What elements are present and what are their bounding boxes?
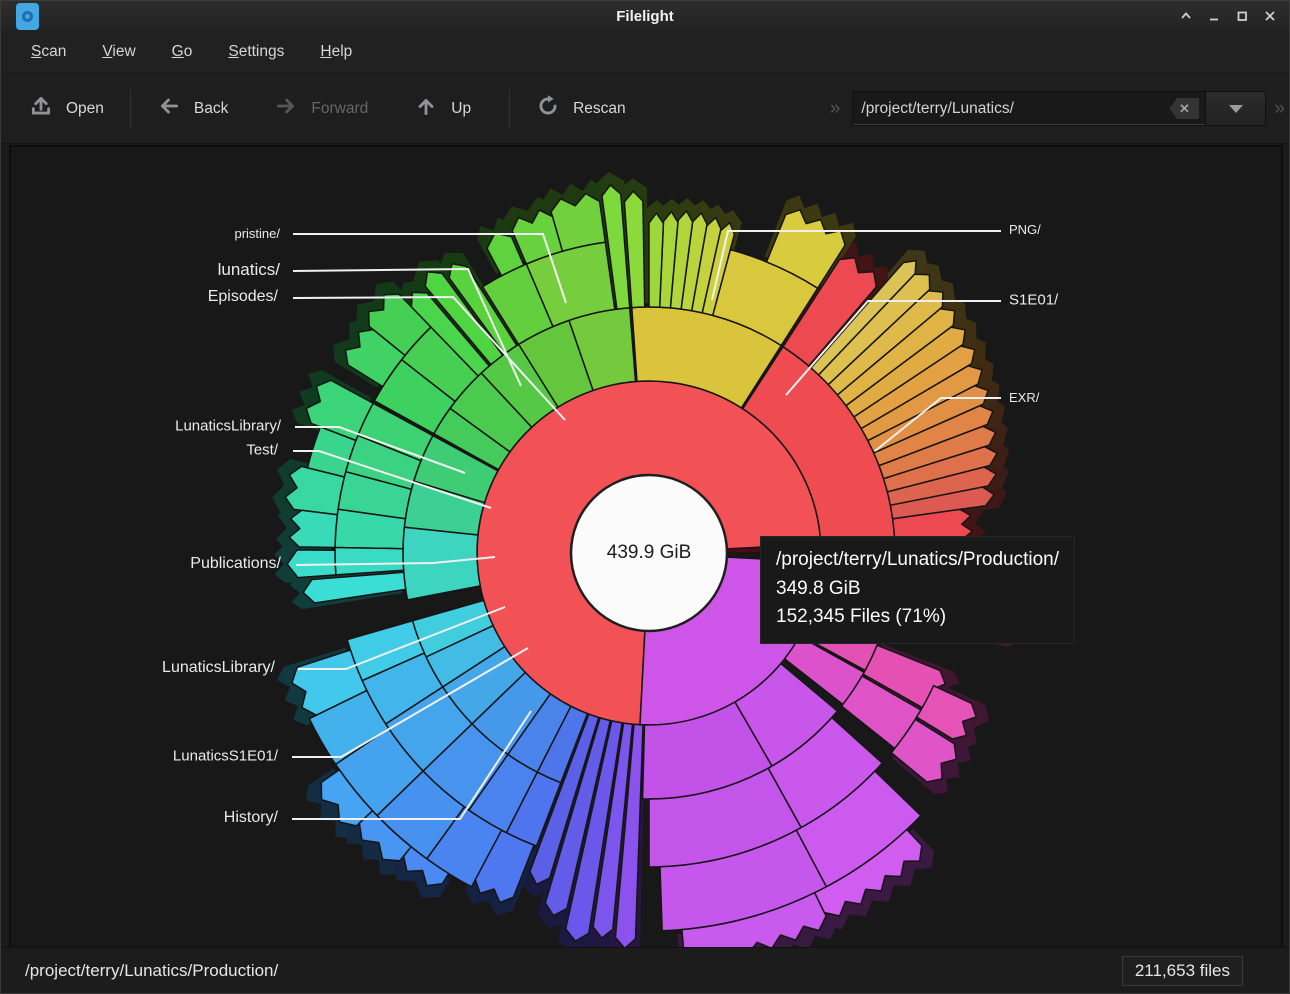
segment-label[interactable]: LunaticsLibrary/ xyxy=(175,417,281,435)
label-leader-line xyxy=(293,450,492,509)
label-leader-line xyxy=(292,710,532,820)
forward-button[interactable]: Forward xyxy=(262,84,380,133)
segment-label[interactable]: History/ xyxy=(223,809,278,827)
chart-segment[interactable] xyxy=(810,259,917,376)
label-leader-line xyxy=(298,606,506,670)
chart-segment[interactable] xyxy=(286,549,337,579)
chart-segment[interactable] xyxy=(648,212,665,308)
label-leader-line xyxy=(785,300,1001,396)
status-bar: /project/terry/Lunatics/Production/ 211,… xyxy=(1,947,1289,993)
segment-label[interactable]: pristine/ xyxy=(234,225,280,241)
chart-segment[interactable] xyxy=(474,829,535,904)
toolbar-separator xyxy=(129,89,131,128)
segment-label[interactable]: EXR/ xyxy=(1009,389,1040,405)
tooltip-size: 349.8 GiB xyxy=(776,577,861,599)
location-bar: ✕ xyxy=(852,91,1267,126)
chart-segment[interactable] xyxy=(623,190,646,309)
label-leader-line xyxy=(292,267,522,387)
chart-segment[interactable] xyxy=(511,209,564,265)
back-arrow-icon xyxy=(157,94,181,123)
label-leader-line xyxy=(292,295,566,421)
chart-segment[interactable] xyxy=(681,891,827,947)
filelight-app-icon xyxy=(16,3,39,30)
toolbar: Open Back Forward Up Rescan xyxy=(1,74,1289,144)
chart-segment[interactable] xyxy=(544,717,612,917)
label-leader-line xyxy=(874,397,1001,452)
close-button[interactable] xyxy=(1259,5,1281,27)
chevron-down-icon xyxy=(1228,104,1243,113)
label-leader-line xyxy=(295,426,466,474)
segment-label[interactable]: Test/ xyxy=(246,441,278,459)
chart-segment[interactable] xyxy=(344,328,406,388)
tooltip-files: 152,345 Files (71%) xyxy=(776,606,947,627)
menu-go[interactable]: Go xyxy=(171,43,193,60)
menu-help[interactable]: Help xyxy=(320,43,353,60)
chart-segment[interactable] xyxy=(813,828,923,917)
status-file-count: 211,653 files xyxy=(1121,955,1243,986)
segment-label[interactable]: LunaticsS1E01/ xyxy=(172,747,278,765)
menu-bar: Scan View Go Settings Help xyxy=(1,31,1289,74)
toolbar-separator xyxy=(509,89,511,128)
chart-segment[interactable] xyxy=(614,723,644,947)
up-button[interactable]: Up xyxy=(402,84,483,133)
segment-label[interactable]: LunaticsLibrary/ xyxy=(162,659,275,677)
minimize-button[interactable] xyxy=(1203,5,1225,27)
chart-segment[interactable] xyxy=(564,720,623,942)
chart-segment[interactable] xyxy=(601,184,631,310)
chart-hub[interactable] xyxy=(569,473,729,633)
open-icon xyxy=(29,94,53,123)
chart-segment[interactable] xyxy=(302,571,407,604)
chart-segment[interactable] xyxy=(529,713,600,886)
status-current-path: /project/terry/Lunatics/Production/ xyxy=(25,960,279,980)
segment-label[interactable]: PNG/ xyxy=(1009,221,1041,237)
segment-label[interactable]: S1E01/ xyxy=(1009,291,1059,309)
up-arrow-icon xyxy=(414,94,438,123)
label-leader-line xyxy=(711,230,1001,301)
chart-segment[interactable] xyxy=(288,509,339,549)
chart-segment[interactable] xyxy=(782,256,878,367)
menu-view[interactable]: View xyxy=(102,43,136,60)
menu-scan[interactable]: Scan xyxy=(31,43,67,60)
chart-segment[interactable] xyxy=(890,718,957,783)
chart-segment[interactable] xyxy=(334,546,405,576)
segment-label[interactable]: lunatics/ xyxy=(217,260,280,279)
back-button[interactable]: Back xyxy=(145,84,240,133)
chart-segment[interactable] xyxy=(424,271,504,366)
forward-arrow-icon xyxy=(274,94,298,123)
window-title: Filelight xyxy=(616,7,674,25)
clear-location-icon[interactable]: ✕ xyxy=(1169,98,1200,119)
total-size-label: 439.9 GiB xyxy=(606,542,692,563)
chart-segment[interactable] xyxy=(592,722,634,939)
open-button[interactable]: Open xyxy=(17,84,116,133)
toolbar-overflow-chevron[interactable]: » xyxy=(829,97,841,119)
rescan-button[interactable]: Rescan xyxy=(524,84,638,133)
label-leader-line xyxy=(295,556,496,566)
hover-tooltip: /project/terry/Lunatics/Production/ 349.… xyxy=(760,536,1076,644)
shade-window-button[interactable] xyxy=(1175,5,1197,27)
location-dropdown-button[interactable] xyxy=(1205,92,1266,125)
title-bar: Filelight xyxy=(1,1,1289,31)
location-input[interactable] xyxy=(853,92,1170,125)
toolbar-overflow-chevron[interactable]: » xyxy=(1274,97,1285,119)
radial-map-view: pristine/lunatics/Episodes/LunaticsLibra… xyxy=(9,145,1283,949)
label-leader-line xyxy=(292,647,529,758)
chart-segment[interactable] xyxy=(402,846,450,887)
tooltip-path: /project/terry/Lunatics/Production/ xyxy=(776,549,1060,570)
maximize-button[interactable] xyxy=(1231,5,1253,27)
chart-segment[interactable] xyxy=(915,684,977,740)
refresh-icon xyxy=(536,94,560,123)
label-leader-line xyxy=(293,233,567,304)
segment-label[interactable]: Episodes/ xyxy=(207,288,278,306)
menu-settings[interactable]: Settings xyxy=(228,43,285,60)
segment-label[interactable]: Publications/ xyxy=(190,555,281,573)
